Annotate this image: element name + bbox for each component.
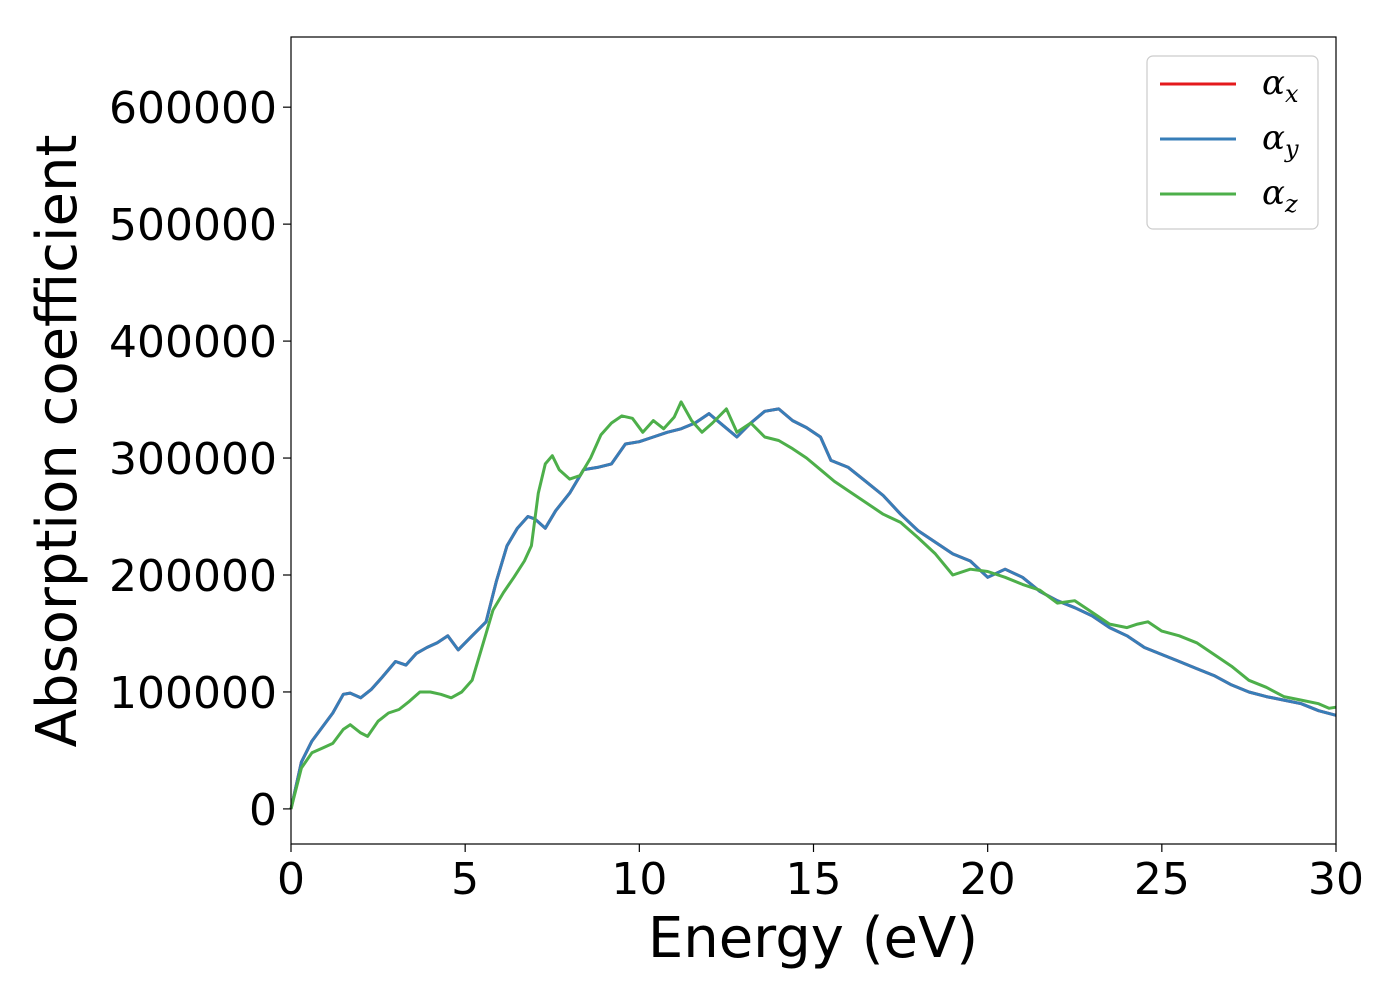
y-tick-label: 0: [249, 785, 277, 836]
x-tick-label: 20: [960, 854, 1016, 905]
y-axis-title: Absorption coefficient: [25, 135, 90, 748]
y-tick-label: 300000: [109, 434, 277, 485]
x-tick-label: 5: [451, 854, 479, 905]
y-tick-label: 200000: [109, 551, 277, 602]
legend: αx αy αz: [1146, 55, 1319, 230]
series-line-z: [289, 400, 1337, 810]
legend-label-y: αy: [1262, 118, 1299, 163]
x-tick-label: 15: [786, 854, 842, 905]
y-tick-label: 600000: [109, 83, 277, 134]
x-axis-ticks: 0 5 10 15 20 25 30: [277, 844, 1364, 905]
y-tick-label: 500000: [109, 200, 277, 251]
legend-label-z: αz: [1262, 173, 1298, 218]
legend-label-x: αx: [1262, 63, 1299, 108]
y-tick-label: 100000: [109, 668, 277, 719]
x-tick-label: 30: [1308, 854, 1364, 905]
x-axis-title: Energy (eV): [648, 906, 978, 971]
series-line-x: [289, 407, 1337, 810]
series-lines: [289, 400, 1337, 810]
x-tick-label: 10: [611, 854, 667, 905]
series-line-y: [289, 407, 1337, 810]
x-tick-label: 25: [1134, 854, 1190, 905]
y-axis-ticks: 0 100000 200000 300000 400000 500000 600000: [109, 83, 291, 836]
x-tick-label: 0: [277, 854, 305, 905]
legend-box: [1146, 55, 1319, 230]
y-tick-label: 400000: [109, 317, 277, 368]
